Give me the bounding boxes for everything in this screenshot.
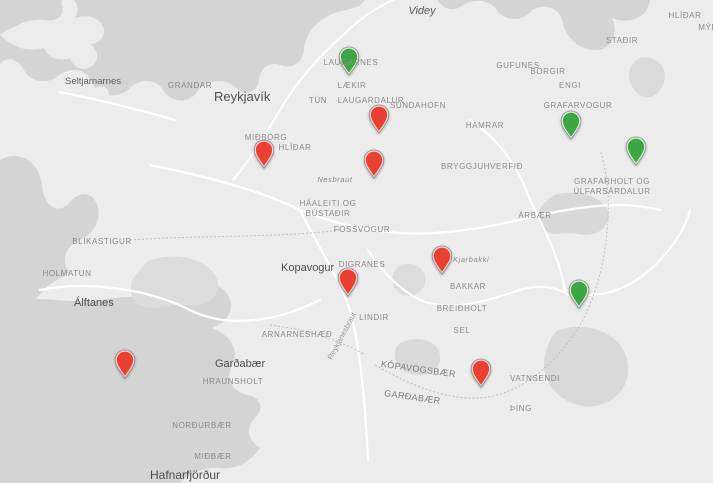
svg-text:BREIÐHOLT: BREIÐHOLT xyxy=(437,304,488,313)
svg-text:NORÐURBÆR: NORÐURBÆR xyxy=(172,421,232,430)
svg-text:ÁRBÆR: ÁRBÆR xyxy=(518,211,551,220)
svg-text:DIGRANES: DIGRANES xyxy=(339,260,386,269)
svg-text:LINDIR: LINDIR xyxy=(359,313,389,322)
svg-text:Nesbraut: Nesbraut xyxy=(317,175,353,184)
svg-text:HLÍÐAR: HLÍÐAR xyxy=(669,11,702,20)
svg-text:HOLMATUN: HOLMATUN xyxy=(42,269,91,278)
svg-text:SEL: SEL xyxy=(454,326,471,335)
svg-text:GRANDAR: GRANDAR xyxy=(168,81,212,90)
svg-text:MIÐBORG: MIÐBORG xyxy=(245,133,287,142)
svg-text:Kjarbakki: Kjarbakki xyxy=(453,255,489,264)
svg-text:HÁALEITI OG: HÁALEITI OG xyxy=(300,199,357,208)
svg-text:BÚSTAÐIR: BÚSTAÐIR xyxy=(306,209,351,218)
svg-text:ENGI: ENGI xyxy=(559,81,581,90)
svg-text:Kopavogur: Kopavogur xyxy=(281,262,335,274)
svg-text:STAÐIR: STAÐIR xyxy=(606,36,638,45)
svg-text:HLÍÐAR: HLÍÐAR xyxy=(279,143,312,152)
svg-text:Reykjavík: Reykjavík xyxy=(214,89,271,104)
svg-text:BRYGGJUHVERFIÐ: BRYGGJUHVERFIÐ xyxy=(441,162,523,171)
svg-text:Hafnarfjörður: Hafnarfjörður xyxy=(150,468,220,482)
svg-text:SUNDAHOFN: SUNDAHOFN xyxy=(390,101,446,110)
svg-text:BORGIR: BORGIR xyxy=(530,67,565,76)
svg-text:MIÐBÆR: MIÐBÆR xyxy=(194,452,231,461)
svg-text:LÆKIR: LÆKIR xyxy=(338,81,367,90)
svg-text:GRAFARVOGUR: GRAFARVOGUR xyxy=(544,101,613,110)
svg-text:ÞING: ÞING xyxy=(510,404,532,413)
svg-text:BLIKASTIGUR: BLIKASTIGUR xyxy=(72,237,132,246)
svg-text:ÚLFARSÁRDALUR: ÚLFARSÁRDALUR xyxy=(573,187,650,196)
svg-text:MÝR: MÝR xyxy=(698,23,713,32)
svg-text:Seltjarnarnes: Seltjarnarnes xyxy=(65,76,121,87)
svg-text:GRAFARHOLT OG: GRAFARHOLT OG xyxy=(574,177,650,186)
svg-text:LAUGARNES: LAUGARNES xyxy=(324,58,379,67)
svg-text:VATNSENDI: VATNSENDI xyxy=(510,374,560,383)
svg-text:TÚN: TÚN xyxy=(309,96,327,105)
svg-text:FOSSVOGUR: FOSSVOGUR xyxy=(334,225,391,234)
svg-text:Garðabær: Garðabær xyxy=(215,358,265,370)
svg-text:Videy: Videy xyxy=(408,5,437,17)
svg-text:ARNARNESHÆÐ: ARNARNESHÆÐ xyxy=(262,330,333,339)
svg-text:BAKKAR: BAKKAR xyxy=(450,282,486,291)
svg-text:HRAUNSHOLT: HRAUNSHOLT xyxy=(203,377,264,386)
svg-text:HAMRAR: HAMRAR xyxy=(466,121,504,130)
svg-text:Álftanes: Álftanes xyxy=(74,296,114,309)
